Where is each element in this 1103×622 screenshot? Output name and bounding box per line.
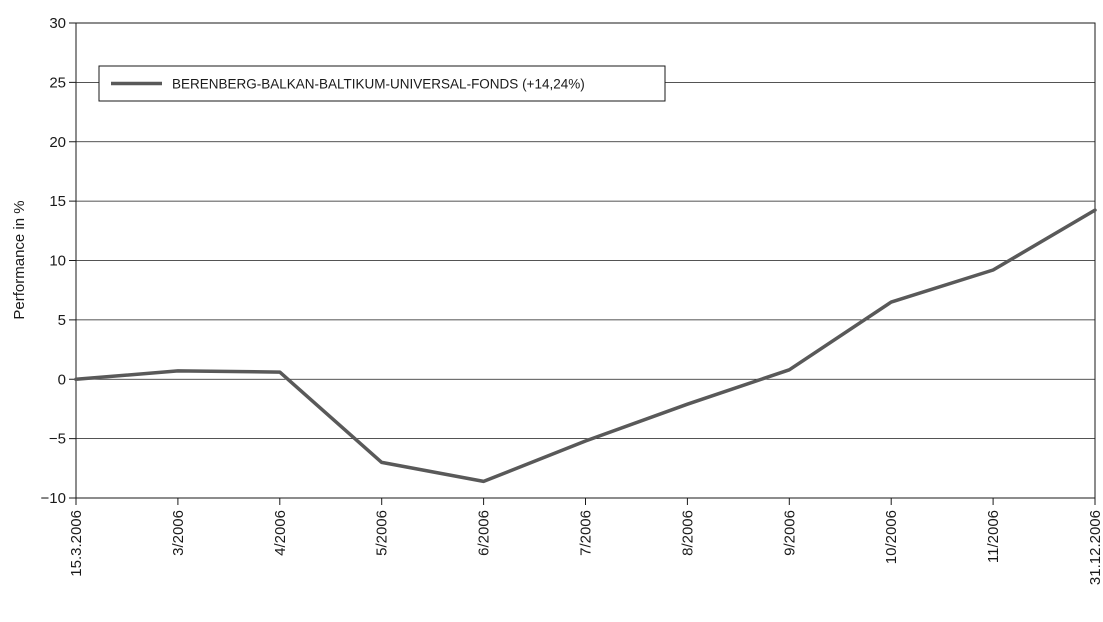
x-tick-label: 3/2006 <box>170 510 187 556</box>
x-tick-label: 4/2006 <box>272 510 289 556</box>
y-axis-label: Performance in % <box>11 200 28 319</box>
legend: BERENBERG-BALKAN-BALTIKUM-UNIVERSAL-FOND… <box>99 66 665 101</box>
y-tick-label: 25 <box>49 74 66 91</box>
y-tick-label: 20 <box>49 134 66 151</box>
x-tick-label: 31.12.2006 <box>1087 510 1103 585</box>
y-tick-label: 10 <box>49 253 66 270</box>
y-tick-label: 5 <box>58 312 66 329</box>
legend-entry: BERENBERG-BALKAN-BALTIKUM-UNIVERSAL-FOND… <box>172 77 585 92</box>
x-axis-ticks: 15.3.2006 3/2006 4/2006 5/2006 6/2006 7/2006 8… <box>68 498 1103 585</box>
x-tick-label: 11/2006 <box>985 510 1002 563</box>
y-tick-label: 0 <box>58 371 66 388</box>
series-lines <box>76 210 1095 481</box>
series-line <box>76 210 1095 481</box>
y-tick-label: −5 <box>49 431 66 448</box>
x-tick-label: 8/2006 <box>679 510 696 556</box>
x-tick-label: 10/2006 <box>883 510 900 564</box>
x-tick-label: 15.3.2006 <box>68 510 85 577</box>
y-tick-label: −10 <box>41 490 66 507</box>
y-tick-label: 15 <box>49 193 66 210</box>
y-axis-ticks: −10 −5 0 5 10 15 20 25 30 <box>41 15 76 507</box>
x-tick-label: 5/2006 <box>374 510 391 556</box>
x-tick-label: 6/2006 <box>476 510 493 556</box>
x-tick-label: 7/2006 <box>578 510 595 556</box>
y-tick-label: 30 <box>49 15 66 32</box>
x-tick-label: 9/2006 <box>781 510 798 556</box>
